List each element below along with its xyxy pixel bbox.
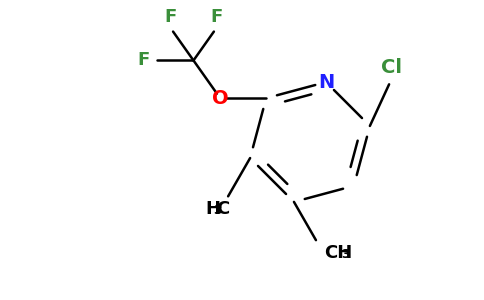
Text: H: H <box>205 200 220 218</box>
Text: Cl: Cl <box>381 58 402 76</box>
Text: F: F <box>164 8 176 26</box>
Text: 3: 3 <box>213 204 222 217</box>
Text: O: O <box>212 89 228 108</box>
Text: CH: CH <box>324 244 352 262</box>
Text: 3: 3 <box>341 248 349 261</box>
Text: C: C <box>216 200 229 218</box>
Text: F: F <box>211 8 223 26</box>
Text: F: F <box>137 51 150 69</box>
Text: N: N <box>318 73 334 92</box>
